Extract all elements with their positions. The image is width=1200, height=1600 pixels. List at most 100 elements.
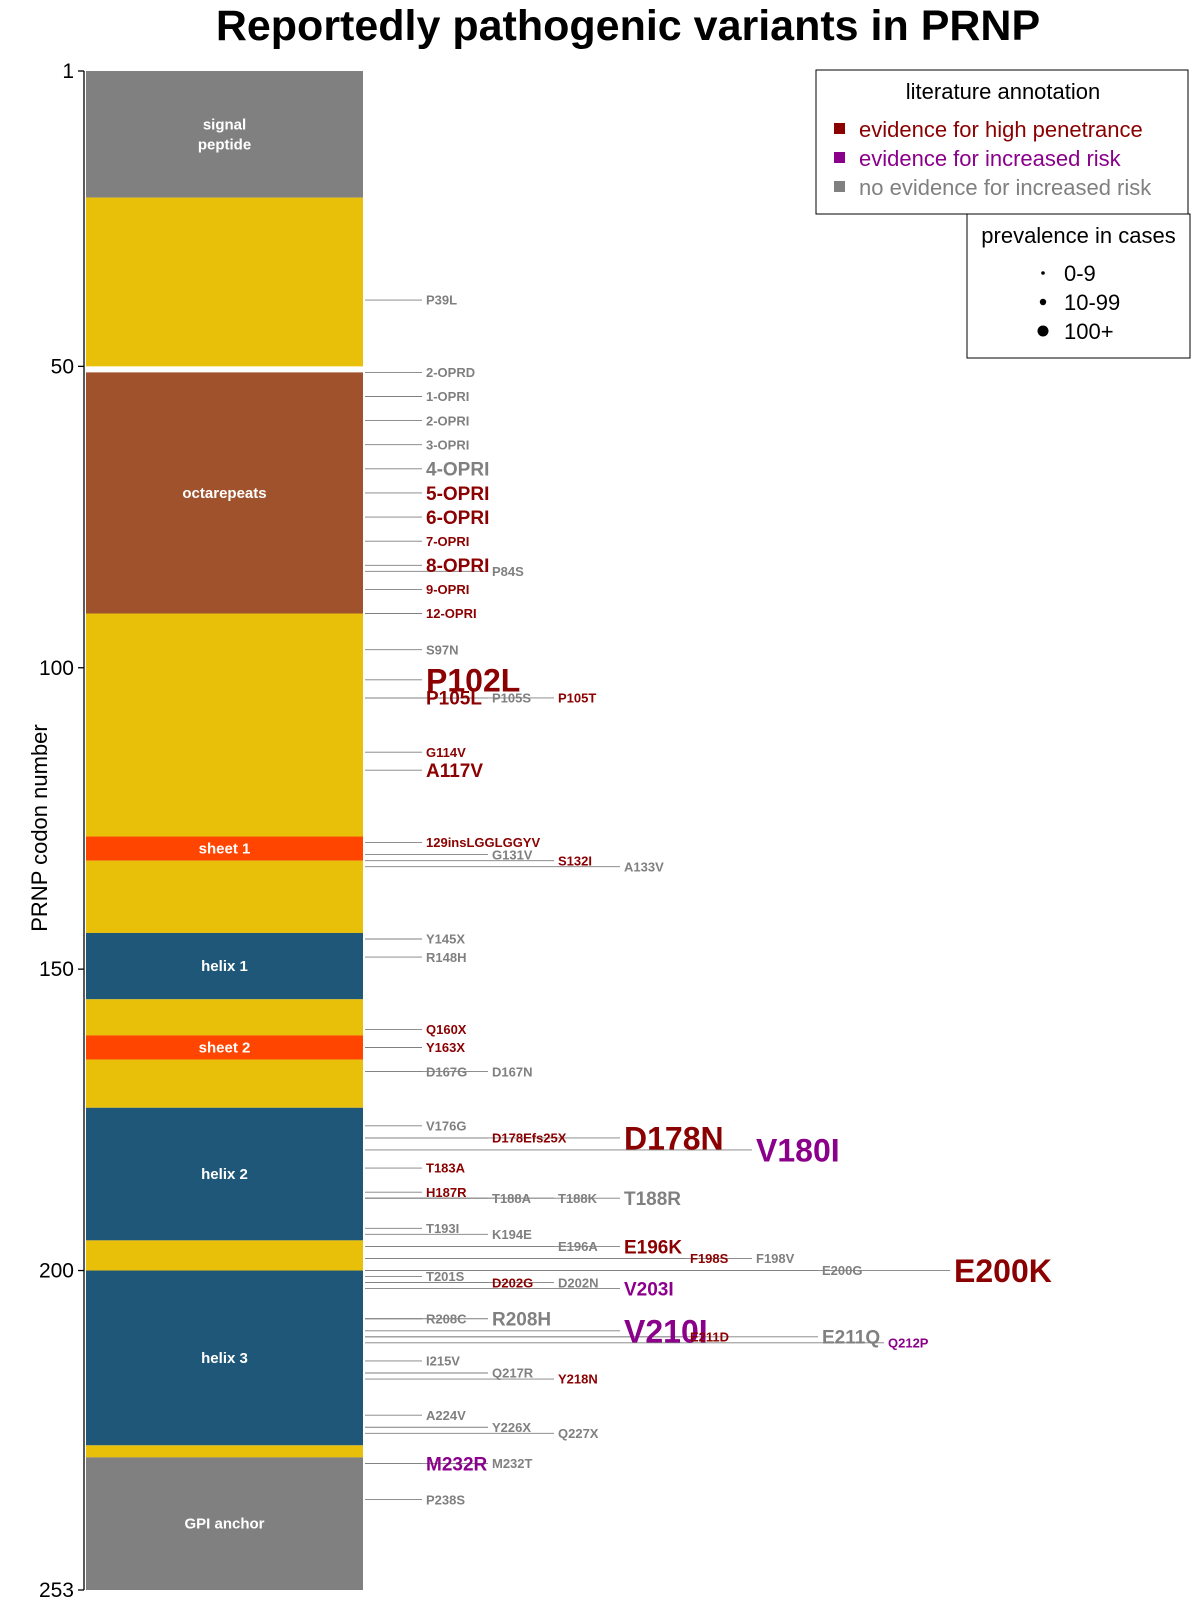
variant-label-f198s: F198S [690, 1251, 729, 1266]
variant-label-a133v: A133V [624, 859, 664, 874]
variant-label-12-opri: 12-OPRI [426, 606, 477, 621]
variant-label-d167g: D167G [426, 1064, 467, 1079]
variant-label-e211d: E211D [690, 1330, 729, 1345]
domain-label-octarepeats: octarepeats [182, 485, 266, 502]
y-tick-label: 150 [39, 958, 74, 981]
legend-entry-increased: evidence for increased risk [859, 146, 1122, 171]
variant-label-p39l: P39L [426, 293, 457, 308]
domain-octarepeats [86, 372, 363, 614]
size-legend-dot-100 [1037, 325, 1049, 337]
variant-label-d202g: D202G [492, 1275, 533, 1290]
variant-label-1-opri: 1-OPRI [426, 389, 469, 404]
variant-label-y145x: Y145X [426, 932, 465, 947]
domain-region-5 [86, 860, 363, 933]
variant-label-7-opri: 7-OPRI [426, 534, 469, 549]
variant-label-y226x: Y226X [492, 1420, 531, 1435]
variant-label-e200g: E200G [822, 1263, 862, 1278]
variant-label-p102l: P102L [426, 662, 520, 698]
variant-label-d202n: D202N [558, 1275, 598, 1290]
domain-sheet-2 [86, 1035, 363, 1060]
domain-helix-3 [86, 1270, 363, 1446]
variant-label-5-opri: 5-OPRI [426, 484, 489, 505]
domain-helix-2 [86, 1107, 363, 1241]
y-tick-label: 100 [39, 657, 74, 680]
domain-region-13 [86, 1445, 363, 1458]
variant-label-p105s: P105S [492, 691, 531, 706]
variant-label-q217r: Q217R [492, 1366, 534, 1381]
domain-sheet-1 [86, 836, 363, 861]
variant-label-a224v: A224V [426, 1408, 466, 1423]
y-tick-label: 253 [39, 1579, 74, 1600]
y-tick-label: 200 [39, 1260, 74, 1283]
size-legend-entry-0-9: 0-9 [1064, 261, 1096, 286]
size-legend-title: prevalence in cases [981, 223, 1175, 248]
variant-label-v210i: V210I [624, 1313, 708, 1349]
variant-label-v176g: V176G [426, 1119, 466, 1134]
variant-label-v180i: V180I [756, 1132, 840, 1168]
variant-label-q160x: Q160X [426, 1022, 467, 1037]
variant-label-t193i: T193I [426, 1221, 459, 1236]
y-axis-label: PRNP codon number [27, 724, 52, 932]
variant-label-8-opri: 8-OPRI [426, 556, 489, 577]
variant-label-q212p: Q212P [888, 1336, 929, 1351]
variant-label-s97n: S97N [426, 642, 459, 657]
variant-label-p105t: P105T [558, 691, 596, 706]
variant-label-k194e: K194E [492, 1227, 532, 1242]
variant-label-6-opri: 6-OPRI [426, 508, 489, 529]
domain-track: signal peptide octarepeats sheet 1 helix 1 sh… [86, 71, 363, 1590]
size-legend-box [966, 213, 1191, 359]
domain-label-helix-2: helix 2 [201, 1166, 248, 1183]
legend-box [815, 69, 1189, 215]
variant-label-2-opri: 2-OPRI [426, 413, 469, 428]
domain-signal-peptide [86, 71, 363, 198]
variant-label-2-oprd: 2-OPRD [426, 365, 475, 380]
domain-region-9 [86, 1059, 363, 1108]
variant-label-y163x: Y163X [426, 1040, 465, 1055]
variant-label-r208h: R208H [492, 1310, 551, 1331]
variant-label-4-opri: 4-OPRI [426, 460, 489, 481]
legend: literature annotation evidence for high p… [815, 69, 1191, 359]
domain-label-sheet-1: sheet 1 [199, 841, 251, 858]
variant-label-9-opri: 9-OPRI [426, 582, 469, 597]
variant-label-d178efs25x: D178Efs25X [492, 1131, 567, 1146]
domain-label-helix-3: helix 3 [201, 1350, 248, 1367]
variant-label-m232t: M232T [492, 1456, 533, 1471]
variant-label-t188k: T188K [558, 1191, 598, 1206]
variant-label-i215v: I215V [426, 1354, 460, 1369]
variant-label-e196k: E196K [624, 1237, 682, 1258]
domain-label-signal-peptide: signal peptide [198, 116, 251, 153]
legend-title: literature annotation [906, 79, 1100, 104]
size-legend-entry-100: 100+ [1064, 319, 1114, 344]
variant-label-129inslgglggyv: 129insLGGLGGYV [426, 835, 540, 850]
variant-label-y218n: Y218N [558, 1372, 598, 1387]
domain-label-sheet-2: sheet 2 [199, 1040, 251, 1057]
variant-label-3-opri: 3-OPRI [426, 437, 469, 452]
variant-label-e196a: E196A [558, 1239, 598, 1254]
variant-label-m232r: M232R [426, 1454, 488, 1475]
variant-label-p84s: P84S [492, 564, 524, 579]
variant-label-t188a: T188A [492, 1191, 532, 1206]
variant-label-t201s: T201S [426, 1269, 465, 1284]
variant-label-r208c: R208C [426, 1311, 467, 1326]
y-tick-label: 50 [51, 355, 74, 378]
domain-region-11 [86, 1240, 363, 1271]
variant-label-a117v: A117V [426, 761, 483, 782]
size-legend-entry-10-99: 10-99 [1064, 290, 1120, 315]
variant-label-d167n: D167N [492, 1064, 532, 1079]
variant-connectors [365, 299, 950, 1501]
legend-entry-none: no evidence for increased risk [859, 175, 1152, 200]
variant-label-s132i: S132I [558, 853, 592, 868]
variant-label-p105l: P105L [426, 689, 482, 710]
domain-helix-1 [86, 932, 363, 1000]
variant-label-t183a: T183A [426, 1161, 466, 1176]
chart-title: Reportedly pathogenic variants in PRNP [216, 2, 1040, 50]
variant-label-p238s: P238S [426, 1492, 465, 1507]
variant-label-e200k: E200K [954, 1253, 1052, 1289]
legend-swatch-none [834, 181, 845, 192]
variant-label-v203i: V203I [624, 1279, 674, 1300]
variant-labels: P39L 2-OPRD 1-OPRI 2-OPRI 3-OPRI 4-OPRI 5-OPRI… [426, 293, 1052, 1508]
domain-region-7 [86, 999, 363, 1036]
variant-label-f198v: F198V [756, 1251, 795, 1266]
